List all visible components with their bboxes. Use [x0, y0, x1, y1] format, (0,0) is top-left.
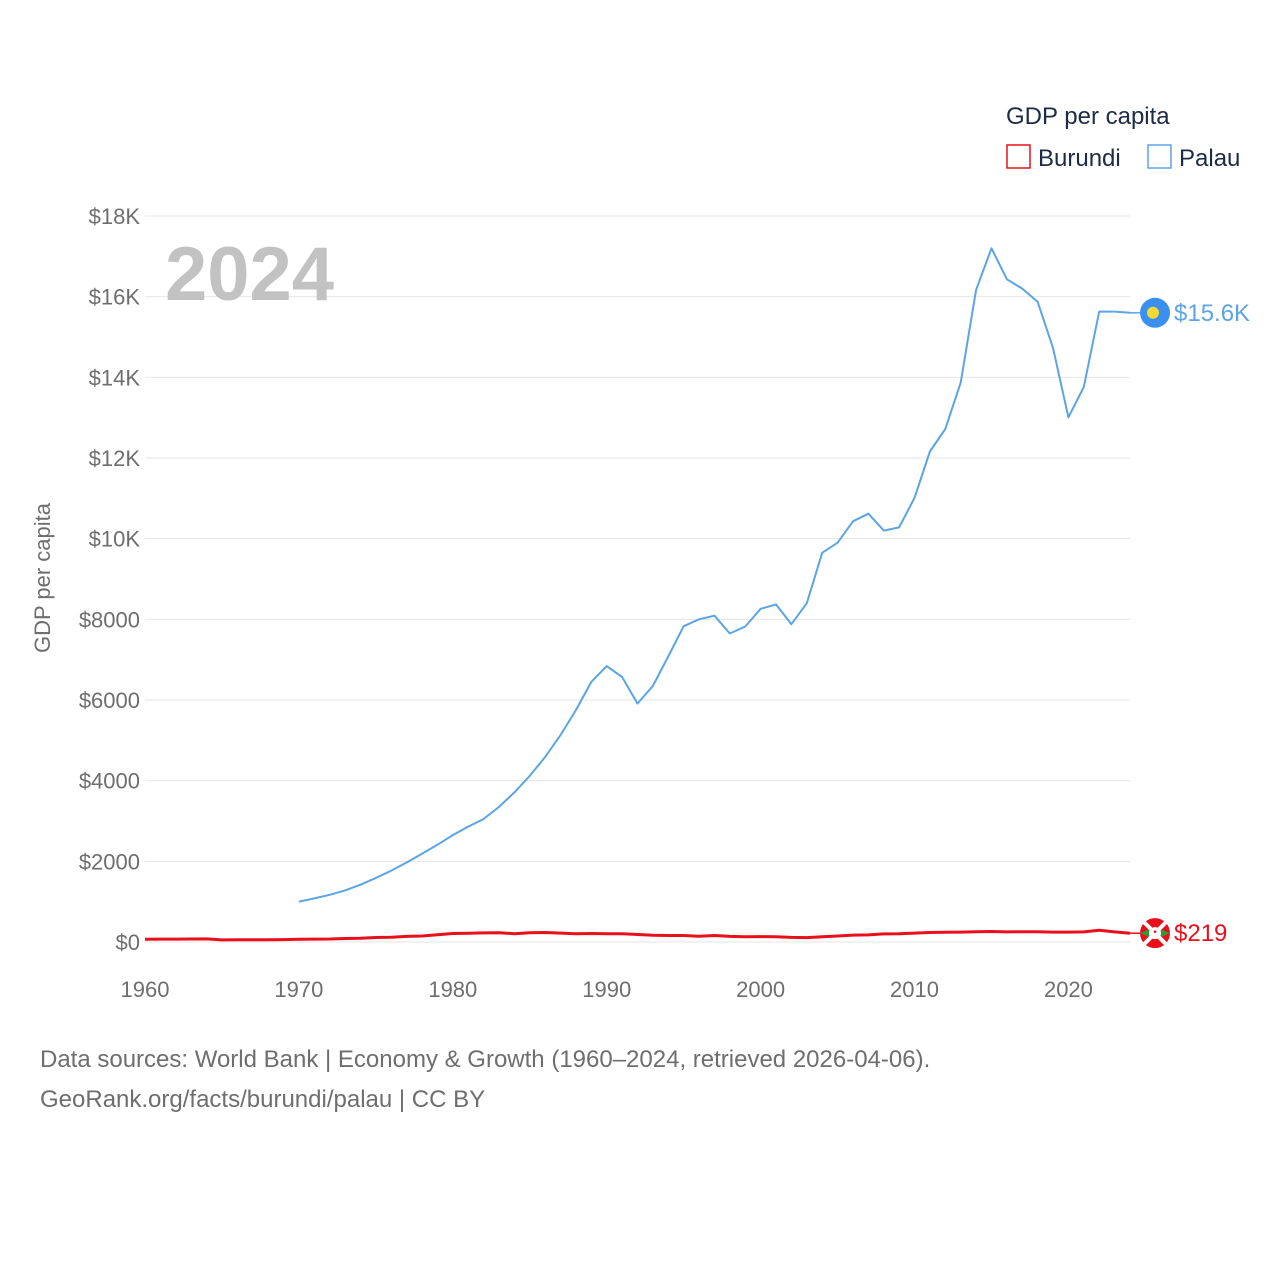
- end-marker-burundi[interactable]: $219: [1130, 918, 1227, 949]
- y-tick-label: $18K: [89, 204, 141, 229]
- year-watermark: 2024: [165, 232, 334, 317]
- legend: GDP per capita Burundi Palau: [1006, 103, 1240, 172]
- y-tick-label: $16K: [89, 285, 141, 310]
- legend-label-palau[interactable]: Palau: [1179, 145, 1240, 172]
- series-end-markers: $219 $15.6K: [1130, 297, 1250, 949]
- legend-label-burundi[interactable]: Burundi: [1038, 145, 1121, 172]
- y-tick-label: $0: [116, 930, 140, 955]
- series-line-burundi[interactable]: [144, 928, 1131, 942]
- footer: Data sources: World Bank | Economy & Gro…: [40, 1040, 930, 1120]
- source-link[interactable]: GeoRank.org/facts/burundi/palau | CC BY: [40, 1086, 486, 1113]
- x-tick-label: 1980: [428, 977, 477, 1002]
- palau-flag-disc: [1147, 306, 1159, 319]
- legend-title: GDP per capita: [1006, 103, 1170, 130]
- y-tick-label: $2000: [79, 849, 140, 874]
- y-tick-label: $6000: [79, 688, 140, 713]
- x-tick-label: 1990: [582, 977, 631, 1002]
- y-tick-label: $14K: [89, 365, 141, 390]
- y-tick-label: $12K: [89, 446, 141, 471]
- y-axis-ticks: $0 $2000 $4000 $6000 $8000 $10K $12K $14K $16K $1…: [79, 204, 141, 955]
- x-tick-label: 1970: [274, 977, 323, 1002]
- legend-swatch-palau[interactable]: [1147, 144, 1172, 169]
- y-tick-label: $10K: [89, 527, 141, 552]
- burundi-flag-center: [1149, 927, 1161, 940]
- gridlines: [145, 215, 1130, 943]
- end-value-burundi: $219: [1174, 920, 1227, 947]
- x-tick-label: 2020: [1044, 977, 1093, 1002]
- legend-swatch-burundi[interactable]: [1006, 144, 1031, 169]
- y-tick-label: $4000: [79, 769, 140, 794]
- data-source-note: Data sources: World Bank | Economy & Gro…: [40, 1046, 931, 1073]
- x-tick-label: 2000: [736, 977, 785, 1002]
- x-tick-label: 2010: [890, 977, 939, 1002]
- end-value-palau: $15.6K: [1174, 300, 1250, 327]
- series-line-palau[interactable]: [298, 247, 1131, 903]
- end-marker-palau[interactable]: $15.6K: [1130, 297, 1250, 328]
- y-axis-title: GDP per capita: [30, 502, 55, 653]
- burundi-flag-star: [1153, 930, 1157, 933]
- series-lines: [144, 247, 1131, 942]
- x-tick-label: 1960: [121, 977, 170, 1002]
- y-tick-label: $8000: [79, 607, 140, 632]
- x-axis-ticks: 1960 1970 1980 1990 2000 2010 2020: [121, 977, 1093, 1002]
